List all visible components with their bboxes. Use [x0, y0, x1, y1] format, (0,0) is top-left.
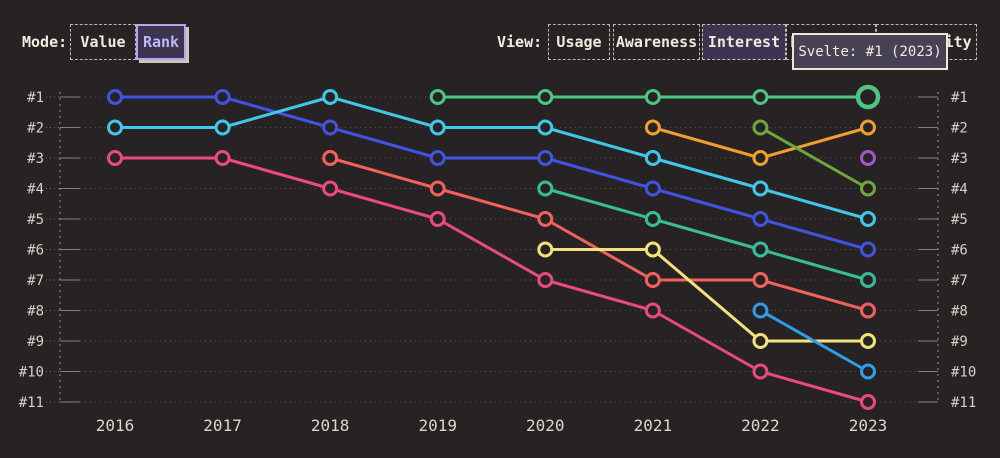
- data-point-salmon-2021[interactable]: [644, 272, 661, 288]
- data-point-cyan-2023[interactable]: [860, 211, 876, 227]
- year-label: 2016: [96, 416, 135, 435]
- data-point-pink-2016[interactable]: [107, 150, 123, 166]
- rank-label-right: #10: [951, 365, 976, 381]
- data-point-pink-2017[interactable]: [214, 150, 231, 166]
- data-point-pink-2018[interactable]: [322, 180, 339, 197]
- data-point-yellow-2023[interactable]: [860, 333, 876, 349]
- data-point-salmon-2019[interactable]: [429, 180, 446, 197]
- rank-label-left: #5: [27, 212, 44, 228]
- data-point-pink-2019[interactable]: [429, 211, 446, 227]
- view-interest-button[interactable]: Interest: [702, 24, 786, 60]
- data-point-royal-blue-2021[interactable]: [644, 180, 661, 197]
- data-point-amber-2021[interactable]: [644, 119, 661, 136]
- data-point-teal-2023[interactable]: [860, 272, 876, 288]
- rank-label-left: #8: [27, 304, 44, 320]
- data-point-royal-blue-2022[interactable]: [752, 211, 769, 227]
- data-point-yellow-2022[interactable]: [752, 333, 769, 349]
- rank-label-left: #9: [27, 334, 44, 350]
- series-line-cyan: [113, 95, 870, 221]
- data-point-teal-2020[interactable]: [537, 180, 554, 197]
- data-point-royal-blue-2019[interactable]: [429, 150, 446, 166]
- data-point-pink-2020[interactable]: [537, 272, 554, 288]
- view-awareness-button[interactable]: Awareness: [613, 24, 700, 60]
- view-usage-button[interactable]: Usage: [548, 24, 610, 60]
- rank-label-right: #8: [951, 304, 968, 320]
- rank-label-right: #6: [951, 243, 968, 259]
- year-label: 2020: [526, 416, 565, 435]
- data-point-svelte-green-2020[interactable]: [537, 89, 554, 105]
- data-point-amber-2023[interactable]: [860, 119, 876, 136]
- data-point-cyan-2016[interactable]: [107, 119, 123, 136]
- data-point-yellow-2020[interactable]: [537, 241, 554, 258]
- series-line-olive-green: [758, 126, 870, 190]
- rank-label-left: #6: [27, 243, 44, 259]
- data-point-royal-blue-2020[interactable]: [537, 150, 554, 166]
- data-point-azure-2023[interactable]: [860, 363, 876, 380]
- data-point-cyan-2021[interactable]: [644, 150, 661, 166]
- data-point-cyan-2017[interactable]: [214, 119, 231, 136]
- data-point-pink-2021[interactable]: [644, 302, 661, 319]
- rank-label-left: #1: [27, 90, 44, 106]
- data-point-cyan-2022[interactable]: [752, 180, 769, 197]
- data-point-royal-blue-2023[interactable]: [860, 241, 876, 258]
- rank-label-right: #9: [951, 334, 968, 350]
- data-point-salmon-2018[interactable]: [322, 150, 339, 166]
- rank-label-left: #4: [27, 182, 44, 198]
- rank-label-right: #5: [951, 212, 968, 228]
- data-point-cyan-2018[interactable]: [322, 89, 339, 105]
- mode-label: Mode:: [22, 33, 68, 51]
- data-point-svelte-green-2023-highlighted[interactable]: [855, 84, 881, 110]
- series-line-teal: [543, 187, 870, 282]
- data-point-teal-2021[interactable]: [644, 211, 661, 227]
- year-label: 2017: [203, 416, 242, 435]
- series-line-salmon: [328, 156, 870, 312]
- data-point-azure-2022[interactable]: [752, 302, 769, 319]
- data-point-yellow-2021[interactable]: [644, 241, 661, 258]
- data-point-svelte-green-2021[interactable]: [644, 89, 661, 105]
- data-point-olive-green-2023[interactable]: [860, 180, 876, 197]
- mode-value-button[interactable]: Value: [70, 24, 136, 60]
- data-point-salmon-2020[interactable]: [537, 211, 554, 227]
- data-point-svelte-green-2019[interactable]: [429, 89, 446, 105]
- data-point-royal-blue-2017[interactable]: [214, 89, 231, 105]
- year-label: 2022: [741, 416, 780, 435]
- data-point-pink-2023[interactable]: [860, 394, 876, 410]
- data-point-royal-blue-2018[interactable]: [322, 119, 339, 136]
- rank-label-right: #11: [951, 395, 976, 411]
- rank-label-right: #7: [951, 273, 968, 289]
- year-label: 2018: [311, 416, 350, 435]
- rank-label-left: #10: [19, 365, 44, 381]
- year-label: 2023: [849, 416, 888, 435]
- data-point-olive-green-2022[interactable]: [752, 119, 769, 136]
- data-point-purple-2023[interactable]: [860, 150, 876, 166]
- rank-label-left: #3: [27, 151, 44, 167]
- data-point-amber-2022[interactable]: [752, 150, 769, 166]
- rank-label-right: #1: [951, 90, 968, 106]
- series-line-azure: [758, 309, 870, 373]
- data-point-salmon-2022[interactable]: [752, 272, 769, 288]
- mode-rank-button[interactable]: Rank: [136, 24, 186, 60]
- view-label: View:: [497, 33, 543, 51]
- data-point-svelte-green-2022[interactable]: [752, 89, 769, 105]
- data-point-salmon-2023[interactable]: [860, 302, 876, 319]
- rank-label-right: #3: [951, 151, 968, 167]
- series-line-pink: [113, 156, 870, 404]
- series-line-royal-blue: [113, 95, 870, 251]
- rank-label-right: #2: [951, 121, 968, 137]
- year-label: 2019: [418, 416, 457, 435]
- rank-label-left: #11: [19, 395, 44, 411]
- year-label: 2021: [634, 416, 673, 435]
- hover-tooltip: Svelte: #1 (2023): [792, 33, 948, 70]
- data-point-pink-2022[interactable]: [752, 363, 769, 380]
- data-point-cyan-2020[interactable]: [537, 119, 554, 136]
- rank-label-left: #2: [27, 121, 44, 137]
- rank-label-right: #4: [951, 182, 968, 198]
- rank-label-left: #7: [27, 273, 44, 289]
- data-point-teal-2022[interactable]: [752, 241, 769, 258]
- data-point-cyan-2019[interactable]: [429, 119, 446, 136]
- data-point-royal-blue-2016[interactable]: [107, 89, 123, 105]
